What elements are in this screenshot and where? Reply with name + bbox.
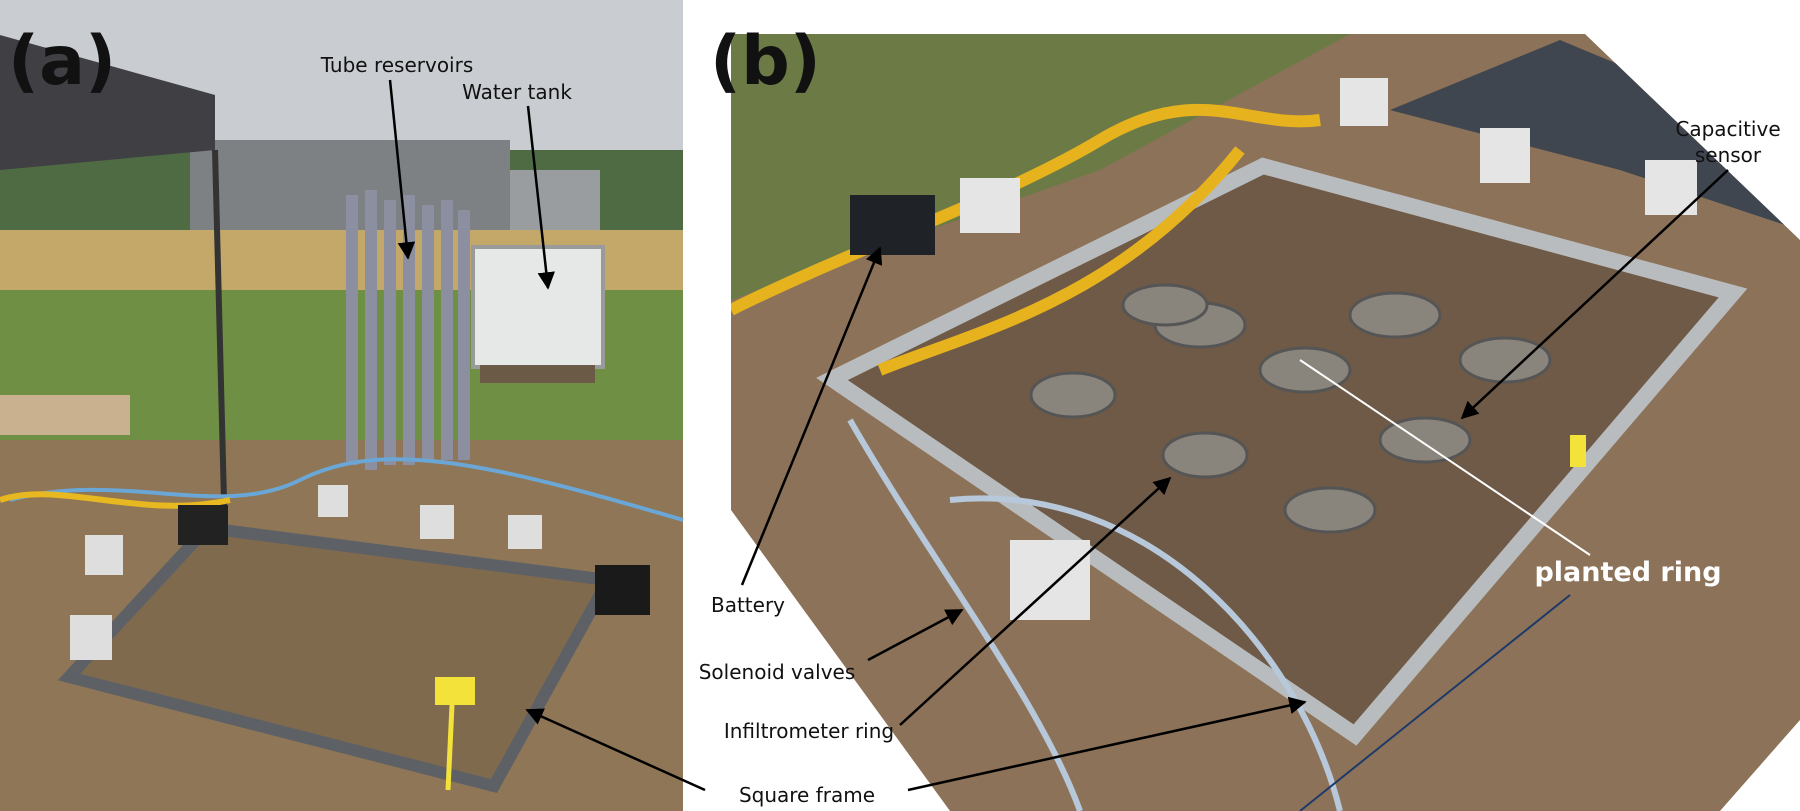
photo-a xyxy=(0,0,684,811)
annotation: Infiltrometer ring xyxy=(724,719,894,743)
pointer-line xyxy=(1299,359,1591,556)
annotation: Water tank xyxy=(462,80,572,104)
annotation: Tube reservoirs xyxy=(320,53,474,77)
arrow xyxy=(867,608,964,662)
arrow xyxy=(899,476,1172,726)
arrow xyxy=(526,105,555,290)
arrows xyxy=(388,79,1729,811)
arrow xyxy=(907,696,1307,792)
annotation: planted ring xyxy=(1534,557,1721,588)
pointer-line xyxy=(1299,594,1571,811)
annotation: Solenoid valves xyxy=(699,660,856,684)
annotation-line: sensor xyxy=(1695,143,1762,167)
arrow xyxy=(525,708,706,792)
arrow xyxy=(388,79,416,260)
arrow xyxy=(1460,169,1729,420)
annotation: Battery xyxy=(711,593,785,617)
annotation-line: Capacitive xyxy=(1675,117,1780,141)
panel-label: (b) xyxy=(710,22,821,101)
panel-label: (a) xyxy=(8,22,116,101)
arrow xyxy=(740,246,883,586)
annotation: Square frame xyxy=(739,783,875,807)
photo-b xyxy=(731,34,1800,811)
